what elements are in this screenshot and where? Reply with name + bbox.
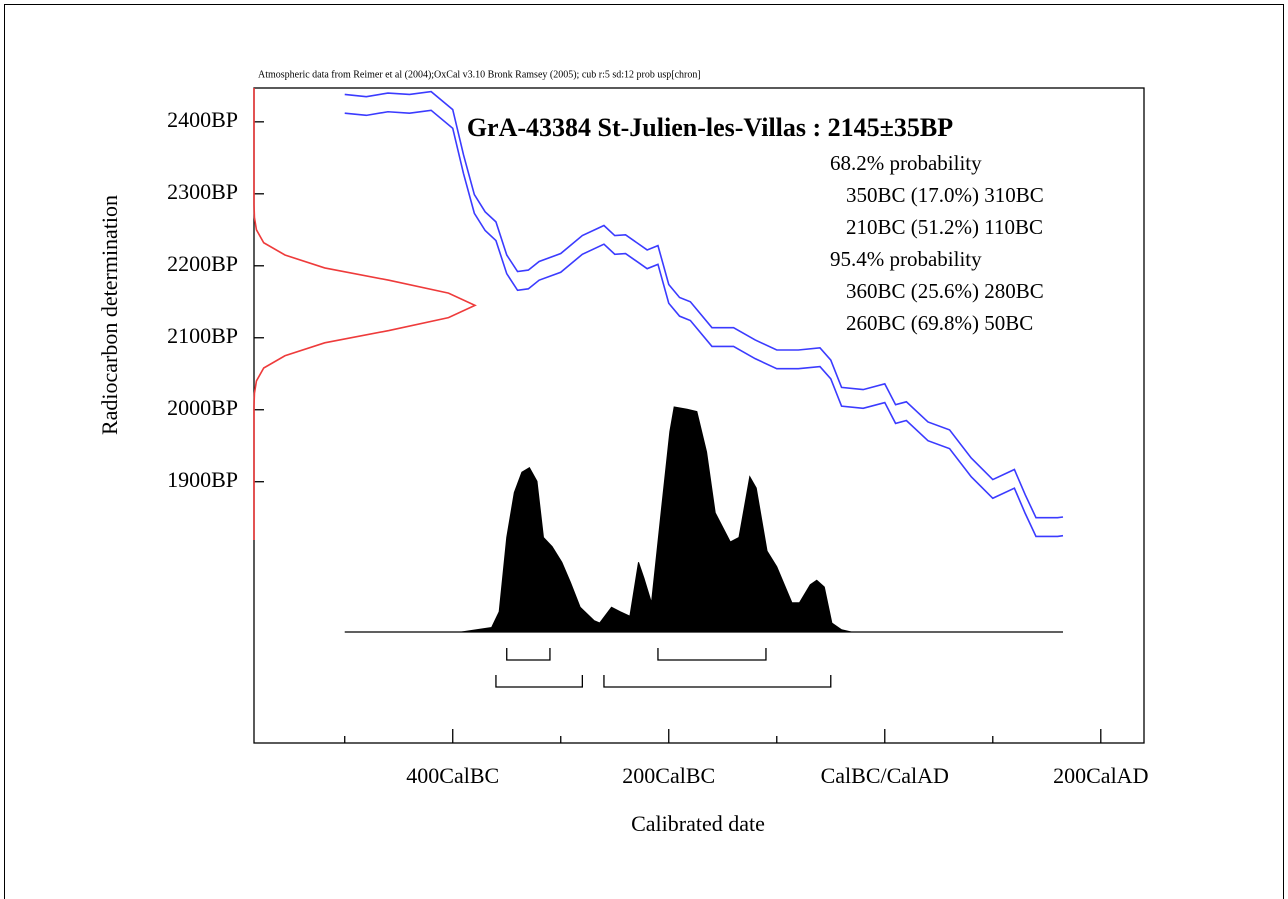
range-line: 260BC (69.8%) 50BC <box>846 311 1033 335</box>
page-border <box>4 4 1284 899</box>
y-axis-label: Radiocarbon determination <box>97 195 122 435</box>
header-note: Atmospheric data from Reimer et al (2004… <box>258 69 701 80</box>
x-tick-label: 200CalBC <box>622 763 715 788</box>
chart-title: GrA-43384 St-Julien-les-Villas : 2145±35… <box>467 113 953 142</box>
y-tick-label: 2100BP <box>167 323 238 348</box>
y-tick-label: 2000BP <box>167 395 238 420</box>
range-line: 360BC (25.6%) 280BC <box>846 279 1044 303</box>
range-bracket <box>495 675 583 688</box>
posterior-distribution <box>461 406 852 633</box>
x-tick-label: 400CalBC <box>406 763 499 788</box>
range-heading: 95.4% probability <box>830 247 982 271</box>
x-tick-label: 200CalAD <box>1053 763 1148 788</box>
y-tick-label: 2400BP <box>167 107 238 132</box>
range-line: 350BC (17.0%) 310BC <box>846 183 1044 207</box>
x-tick-label: CalBC/CalAD <box>821 763 949 788</box>
calibration-curve <box>344 109 1064 538</box>
range-bracket <box>506 648 551 661</box>
calibration-curve <box>344 90 1064 519</box>
range-bracket <box>657 648 767 661</box>
range-line: 210BC (51.2%) 110BC <box>846 215 1043 239</box>
y-tick-label: 1900BP <box>167 467 238 492</box>
x-axis-label: Calibrated date <box>631 811 765 836</box>
y-tick-label: 2200BP <box>167 251 238 276</box>
y-tick-label: 2300BP <box>167 179 238 204</box>
measurement-curve <box>253 88 477 541</box>
range-heading: 68.2% probability <box>830 151 982 175</box>
range-bracket <box>603 675 832 688</box>
